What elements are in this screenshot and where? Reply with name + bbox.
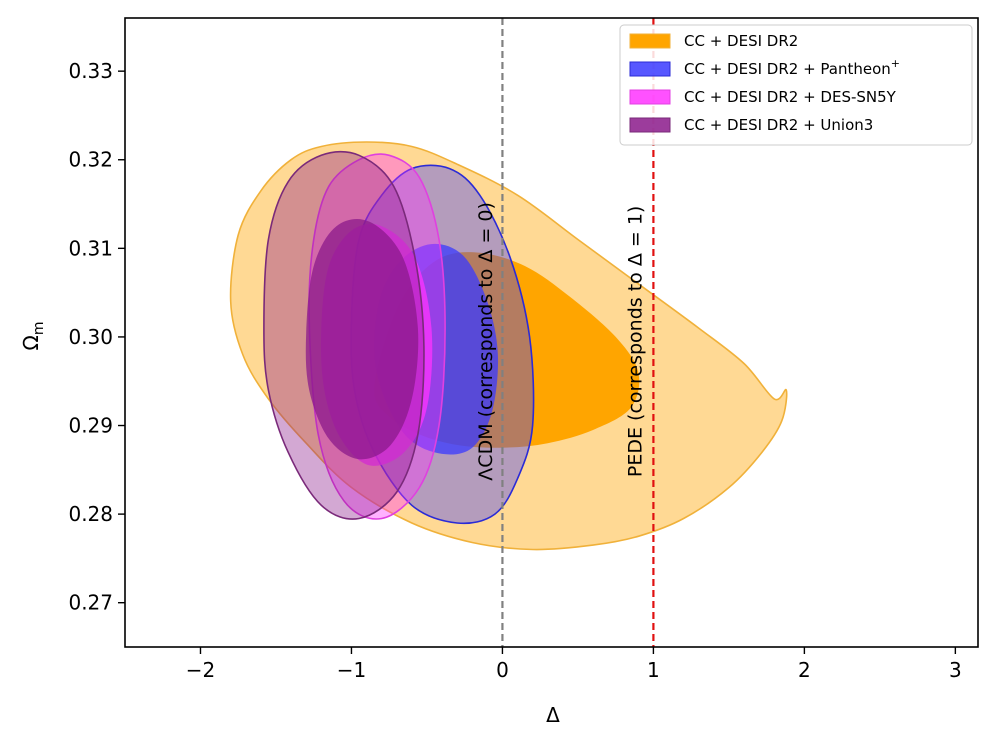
plot-frame xyxy=(124,17,979,648)
legend-label: CC + DESI DR2 + DES-SN5Y xyxy=(684,88,897,106)
legend-label: CC + DESI DR2 + Pantheon+ xyxy=(684,57,900,78)
legend-entry: CC + DESI DR2 xyxy=(629,32,798,50)
legend-swatch xyxy=(629,117,671,133)
y-axis-label: Ωm xyxy=(19,322,47,351)
lcdm-annotation: ΛCDM (corresponds to Δ = 0) xyxy=(475,202,497,481)
x-tick-label: 0 xyxy=(496,658,509,682)
x-axis-ticks: −2 −1 0 1 2 3 xyxy=(186,647,962,682)
y-tick-label: 0.27 xyxy=(68,591,113,615)
y-tick-label: 0.30 xyxy=(68,325,113,349)
series-3-contours xyxy=(263,150,425,520)
legend-entry: CC + DESI DR2 + Pantheon+ xyxy=(629,57,900,78)
legend: CC + DESI DR2 CC + DESI DR2 + Pantheon+ … xyxy=(619,24,973,146)
x-tick-label: 2 xyxy=(798,658,811,682)
y-axis-ticks: 0.27 0.28 0.29 0.30 0.31 0.32 0.33 xyxy=(68,59,125,615)
x-tick-label: 3 xyxy=(949,658,962,682)
x-tick-label: −2 xyxy=(186,658,215,682)
legend-swatch xyxy=(629,89,671,105)
legend-swatch xyxy=(629,61,671,77)
contour-1sigma xyxy=(305,218,419,460)
y-tick-label: 0.29 xyxy=(68,414,113,438)
legend-entry: CC + DESI DR2 + Union3 xyxy=(629,116,873,134)
annotation-layer: ΛCDM (corresponds to Δ = 0) PEDE (corres… xyxy=(475,202,646,481)
legend-box xyxy=(619,24,973,146)
pede-annotation: PEDE (corresponds to Δ = 1) xyxy=(624,206,646,477)
x-axis-label: Δ xyxy=(546,703,560,727)
contour-layer xyxy=(229,141,788,551)
x-tick-label: −1 xyxy=(337,658,366,682)
legend-label: CC + DESI DR2 xyxy=(684,32,798,50)
y-tick-label: 0.28 xyxy=(68,502,113,526)
y-tick-label: 0.32 xyxy=(68,148,113,172)
y-tick-label: 0.33 xyxy=(68,59,113,83)
legend-swatch xyxy=(629,33,671,49)
x-tick-label: 1 xyxy=(647,658,660,682)
y-tick-label: 0.31 xyxy=(68,236,113,260)
legend-entry: CC + DESI DR2 + DES-SN5Y xyxy=(629,88,897,106)
y-axis-label-sub: m xyxy=(31,322,47,336)
y-axis-label-main: Ω xyxy=(19,335,43,350)
legend-label: CC + DESI DR2 + Union3 xyxy=(684,116,873,134)
